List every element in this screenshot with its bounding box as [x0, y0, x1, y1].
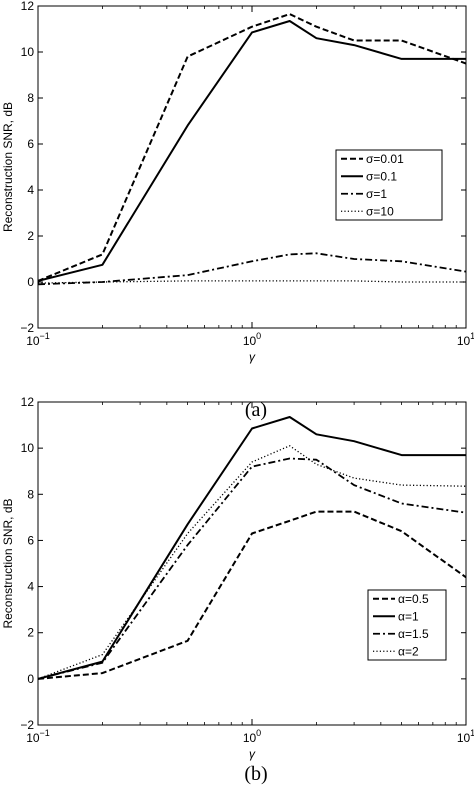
series-line-2	[38, 416, 466, 680]
x-tick-label: 101	[457, 728, 474, 745]
legend-label: α=2	[398, 644, 419, 658]
panel-caption: (b)	[244, 763, 267, 785]
y-tick-label: 12	[21, 0, 35, 13]
y-tick-label: 2	[27, 626, 34, 640]
legend-label: σ=0.01	[366, 152, 404, 166]
y-axis-label: Reconstruction SNR, dB	[1, 102, 15, 232]
y-tick-label: 2	[27, 229, 34, 243]
series-line-4	[38, 445, 466, 680]
plot-area-frame	[37, 401, 467, 726]
y-tick-label: −2	[20, 321, 34, 335]
x-tick-label: 10−1	[26, 728, 50, 745]
legend-box	[335, 149, 443, 221]
y-tick-label: 6	[27, 533, 34, 547]
legend-label: α=1.5	[398, 627, 429, 641]
legend: α=0.5 α=1 α=1.5 α=2	[367, 589, 447, 661]
y-tick-label: 10	[21, 441, 35, 455]
y-tick-label: −2	[20, 718, 34, 732]
series-line-1	[38, 13, 466, 282]
legend-box	[367, 589, 447, 661]
x-tick-label: 100	[243, 331, 261, 348]
legend-label: α=0.5	[398, 592, 429, 606]
series-line-3	[38, 457, 466, 680]
legend-label: σ=0.1	[366, 169, 397, 183]
y-tick-label: 4	[27, 183, 34, 197]
legend-label: σ=10	[366, 204, 394, 218]
chart-panel-1: −2 0 2 4 6 8 10 12 10−1 100 101 γ Reconstruction SNR…	[1, 0, 474, 421]
x-tick-label: 101	[457, 331, 474, 348]
legend: σ=0.01 σ=0.1 σ=1 σ=10	[335, 149, 443, 221]
legend-label: σ=1	[366, 187, 387, 201]
x-tick-label: 100	[243, 728, 261, 745]
series-line-3	[38, 252, 466, 286]
panel-caption: (a)	[245, 399, 267, 421]
y-tick-label: 10	[21, 45, 35, 59]
series-line-2	[38, 20, 466, 282]
series-line-1	[38, 510, 466, 680]
y-tick-label: 8	[27, 91, 34, 105]
x-axis-label: γ	[249, 350, 256, 364]
series-line-4	[38, 280, 466, 284]
y-tick-label: 0	[27, 672, 34, 686]
legend-label: α=1	[398, 609, 419, 623]
y-tick-label: 8	[27, 487, 34, 501]
y-axis-label: Reconstruction SNR, dB	[1, 498, 15, 628]
y-tick-label: 4	[27, 580, 34, 594]
y-tick-label: 12	[21, 395, 35, 409]
y-tick-label: 6	[27, 137, 34, 151]
chart-panel-2: −2 0 2 4 6 8 10 12 10−1 100 101 γ Reconstruction SNR…	[1, 395, 474, 785]
x-tick-label: 10−1	[26, 331, 50, 348]
x-axis-label: γ	[249, 747, 256, 761]
y-tick-label: 0	[27, 275, 34, 289]
